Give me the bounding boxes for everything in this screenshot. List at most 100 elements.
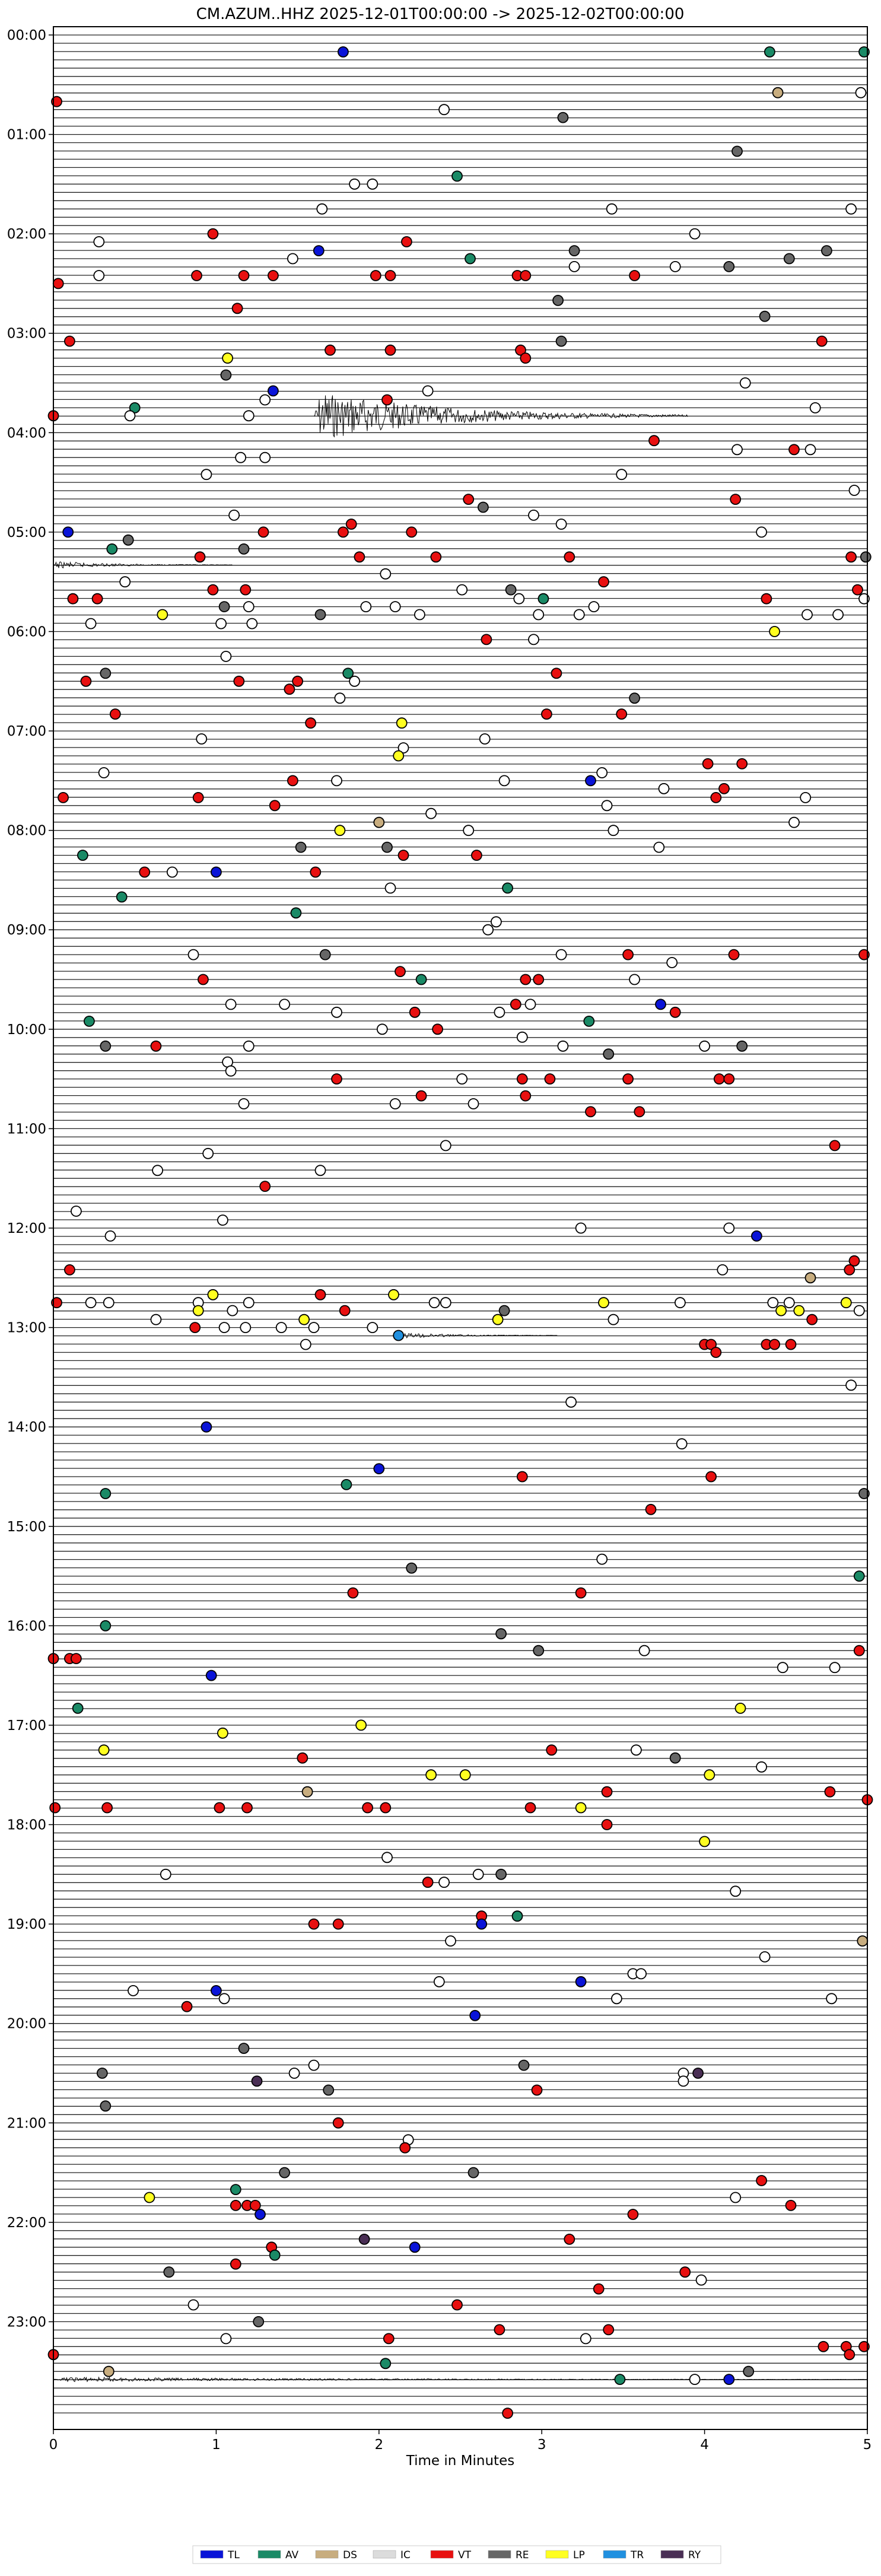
event-marker-vt (238, 270, 250, 281)
legend-label-tl: TL (227, 2549, 240, 2561)
event-marker-ic (93, 270, 105, 281)
event-marker-re (603, 1048, 615, 1060)
event-marker-vt (669, 1006, 681, 1018)
event-marker-vt (332, 2117, 344, 2129)
event-marker-vt (601, 1786, 613, 1798)
legend-swatch-re (488, 2550, 511, 2559)
event-marker-vt (52, 278, 64, 290)
event-marker-ic (678, 2075, 689, 2087)
event-marker-ic (243, 601, 255, 612)
event-marker-vt (51, 96, 62, 107)
y-axis-ticks: 00:00 01:00 02:00 03:00 04:00 05:00 06:00 07:00… (7, 28, 53, 2330)
event-marker-re (220, 369, 232, 381)
signal-burst (53, 2376, 867, 2383)
event-marker-lp (704, 1769, 715, 1781)
event-marker-vt (269, 800, 281, 812)
event-marker-vt (502, 2408, 513, 2419)
event-marker-ic (516, 1031, 528, 1043)
event-marker-vt (481, 634, 492, 645)
event-marker-re (821, 245, 832, 257)
event-marker-vt (332, 1918, 344, 1930)
y-tick-label: 05:00 (7, 525, 46, 540)
event-marker-ic (494, 1006, 505, 1018)
event-marker-ic (279, 998, 291, 1010)
event-marker-vt (51, 1297, 62, 1309)
event-marker-vt (240, 584, 252, 596)
event-marker-vt (634, 1106, 645, 1118)
event-marker-vt (844, 2349, 855, 2361)
event-marker-av (106, 543, 118, 555)
event-marker-ic (246, 618, 258, 629)
event-marker-ic (414, 609, 425, 621)
event-marker-ic (699, 1040, 710, 1052)
event-marker-vt (829, 1140, 841, 1152)
event-marker-av (72, 1702, 84, 1714)
event-marker-ic (533, 609, 545, 621)
event-marker-vt (702, 758, 714, 769)
event-marker-ic (227, 1305, 238, 1316)
event-marker-ic (438, 1877, 450, 1888)
event-marker-tl (205, 1669, 217, 1681)
event-marker-ic (331, 775, 342, 787)
event-marker-ic (93, 236, 105, 247)
event-marker-vt (58, 792, 69, 803)
event-marker-lp (769, 626, 780, 637)
event-marker-ic (389, 1098, 401, 1109)
event-marker-ic (658, 783, 670, 794)
event-marker-ic (103, 1297, 115, 1309)
trace-lines (53, 34, 867, 2413)
event-marker-ic (832, 609, 844, 621)
event-marker-re (478, 501, 489, 513)
event-marker-ic (440, 1140, 451, 1152)
event-marker-vt (533, 974, 545, 985)
y-tick-label: 04:00 (7, 425, 46, 441)
event-marker-vt (785, 2199, 797, 2211)
event-marker-vt (331, 1073, 342, 1085)
x-tick-label: 2 (374, 2437, 383, 2453)
event-marker-re (319, 949, 331, 961)
event-marker-vt (197, 974, 209, 985)
event-marker-ic (568, 260, 580, 272)
event-marker-vt (214, 1802, 225, 1814)
event-marker-vt (67, 593, 79, 605)
x-tick-label: 0 (49, 2437, 58, 2453)
event-marker-av (451, 170, 463, 182)
event-marker-re (783, 253, 795, 265)
event-marker-ic (482, 924, 494, 936)
event-marker-ic (580, 2333, 591, 2345)
event-marker-ic (300, 1338, 311, 1350)
y-tick-label: 10:00 (7, 1022, 46, 1038)
event-marker-ic (802, 609, 813, 621)
event-marker-ic (855, 87, 867, 98)
event-marker-vt (806, 1314, 818, 1325)
event-marker-ic (557, 1040, 569, 1052)
event-marker-vt (616, 708, 628, 720)
event-marker-ic (196, 733, 208, 745)
event-marker-ic (70, 1206, 82, 1217)
event-marker-vt (80, 675, 92, 687)
event-marker-vt (267, 270, 279, 281)
event-marker-vt (710, 1347, 722, 1358)
event-marker-tl (210, 1985, 222, 1996)
event-marker-av (100, 1620, 112, 1632)
event-marker-tl (62, 526, 74, 538)
event-marker-ic (217, 1214, 228, 1226)
y-tick-label: 16:00 (7, 1618, 46, 1634)
event-marker-ic (601, 800, 613, 812)
event-marker-vt (233, 675, 245, 687)
x-tick-label: 5 (863, 2437, 872, 2453)
event-marker-ic (575, 1222, 587, 1234)
event-marker-ic (528, 510, 539, 521)
event-marker-lp (734, 1702, 746, 1714)
event-marker-vt (645, 1503, 657, 1515)
event-marker-ic (215, 618, 227, 629)
event-marker-vt (718, 783, 730, 794)
event-marker-av (342, 667, 354, 679)
event-marker-tl (409, 2241, 421, 2253)
event-marker-ic (456, 1073, 468, 1085)
event-marker-ic (730, 1885, 742, 1897)
event-marker-tl (255, 2209, 266, 2220)
y-tick-label: 07:00 (7, 724, 46, 739)
event-marker-tr (393, 1330, 405, 1341)
event-marker-ic (788, 816, 800, 828)
